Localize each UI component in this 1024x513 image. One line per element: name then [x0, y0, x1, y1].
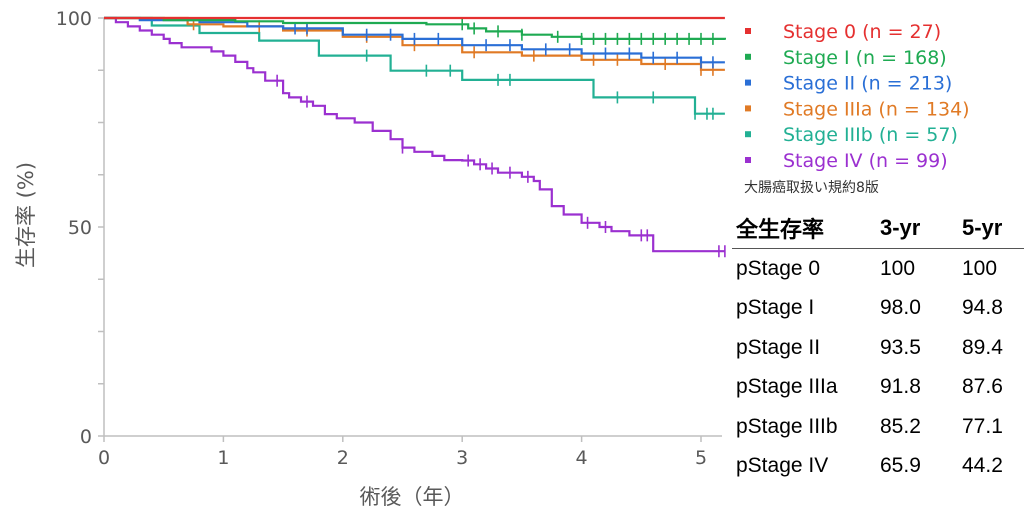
table-cell-3yr: 85.2 [880, 414, 921, 438]
legend-label: Stage IIIa (n = 134) [783, 98, 970, 120]
table-cell-5yr: 94.8 [962, 296, 1003, 320]
table-header-3yr: 3-yr [876, 208, 958, 249]
survival-curve [104, 16, 726, 40]
table-row: pStage IV 65.9 44.2 [732, 447, 1024, 487]
table-cell-5yr: 77.1 [962, 414, 1003, 438]
table-cell-5yr: 87.6 [962, 375, 1003, 399]
x-tick-label: 2 [337, 447, 349, 469]
legend-label: Stage IIIb (n = 57) [783, 124, 958, 146]
table-row: pStage II 93.5 89.4 [732, 328, 1024, 368]
legend-label: Stage I (n = 168) [783, 47, 947, 69]
legend-swatch [745, 53, 751, 60]
survival-curve [104, 16, 725, 115]
table-cell-3yr: 100 [880, 256, 916, 280]
table-cell-5yr: 44.2 [962, 454, 1003, 478]
table-cell-stage: pStage 0 [736, 256, 821, 280]
table-cell-3yr: 91.8 [880, 375, 921, 399]
table-cell-3yr: 98.0 [880, 296, 921, 320]
table-header-title: 全生存率 [732, 208, 876, 249]
y-tick-label: 100 [56, 8, 92, 30]
x-tick-label: 3 [456, 447, 468, 469]
table-row: pStage IIIa 91.8 87.6 [732, 368, 1024, 408]
table-row: pStage IIIb 85.2 77.1 [732, 407, 1024, 447]
legend: Stage 0 (n = 27) Stage I (n = 168) Stage I… [745, 21, 970, 172]
table-cell-stage: pStage IIIa [736, 375, 838, 399]
survival-curves [104, 16, 726, 258]
y-axis-title: 生存率 (%) [14, 162, 38, 268]
legend-swatch [745, 131, 751, 138]
legend-swatch [745, 157, 751, 163]
survival-curve [104, 16, 725, 253]
table-cell-5yr: 100 [962, 256, 998, 280]
survival-rate-table: 全生存率 3-yr 5-yr pStage 0 100 100 pStage I… [732, 208, 1024, 486]
x-tick-label: 0 [98, 447, 110, 469]
survival-curve [104, 16, 725, 64]
x-axis-title: 術後（年） [360, 485, 465, 509]
legend-label: Stage 0 (n = 27) [783, 21, 941, 43]
legend-swatch [745, 105, 751, 112]
x-tick-label: 1 [217, 447, 229, 469]
staging-note: 大腸癌取扱い規約8版 [744, 180, 879, 196]
legend-label: Stage IV (n = 99) [783, 150, 948, 172]
legend-swatch [745, 79, 751, 86]
y-tick-label: 0 [80, 426, 92, 448]
axes [103, 18, 722, 437]
table-header-5yr: 5-yr [958, 208, 1024, 249]
table-cell-3yr: 65.9 [880, 454, 921, 478]
table-row: pStage I 98.0 94.8 [732, 289, 1024, 329]
table-header-row: 全生存率 3-yr 5-yr [732, 208, 1024, 249]
y-tick-label: 50 [68, 217, 92, 239]
legend-swatch [745, 28, 751, 34]
legend-label: Stage II (n = 213) [783, 73, 952, 95]
x-tick-label: 4 [576, 447, 588, 469]
table-cell-stage: pStage I [736, 296, 815, 320]
survival-curve [104, 16, 725, 71]
table-cell-stage: pStage IV [736, 454, 829, 478]
table-cell-5yr: 89.4 [962, 335, 1003, 359]
table-cell-3yr: 93.5 [880, 335, 921, 359]
table-row: pStage 0 100 100 [732, 249, 1024, 289]
table-cell-stage: pStage IIIb [736, 414, 838, 438]
x-tick-label: 5 [695, 447, 707, 469]
table-cell-stage: pStage II [736, 335, 821, 359]
